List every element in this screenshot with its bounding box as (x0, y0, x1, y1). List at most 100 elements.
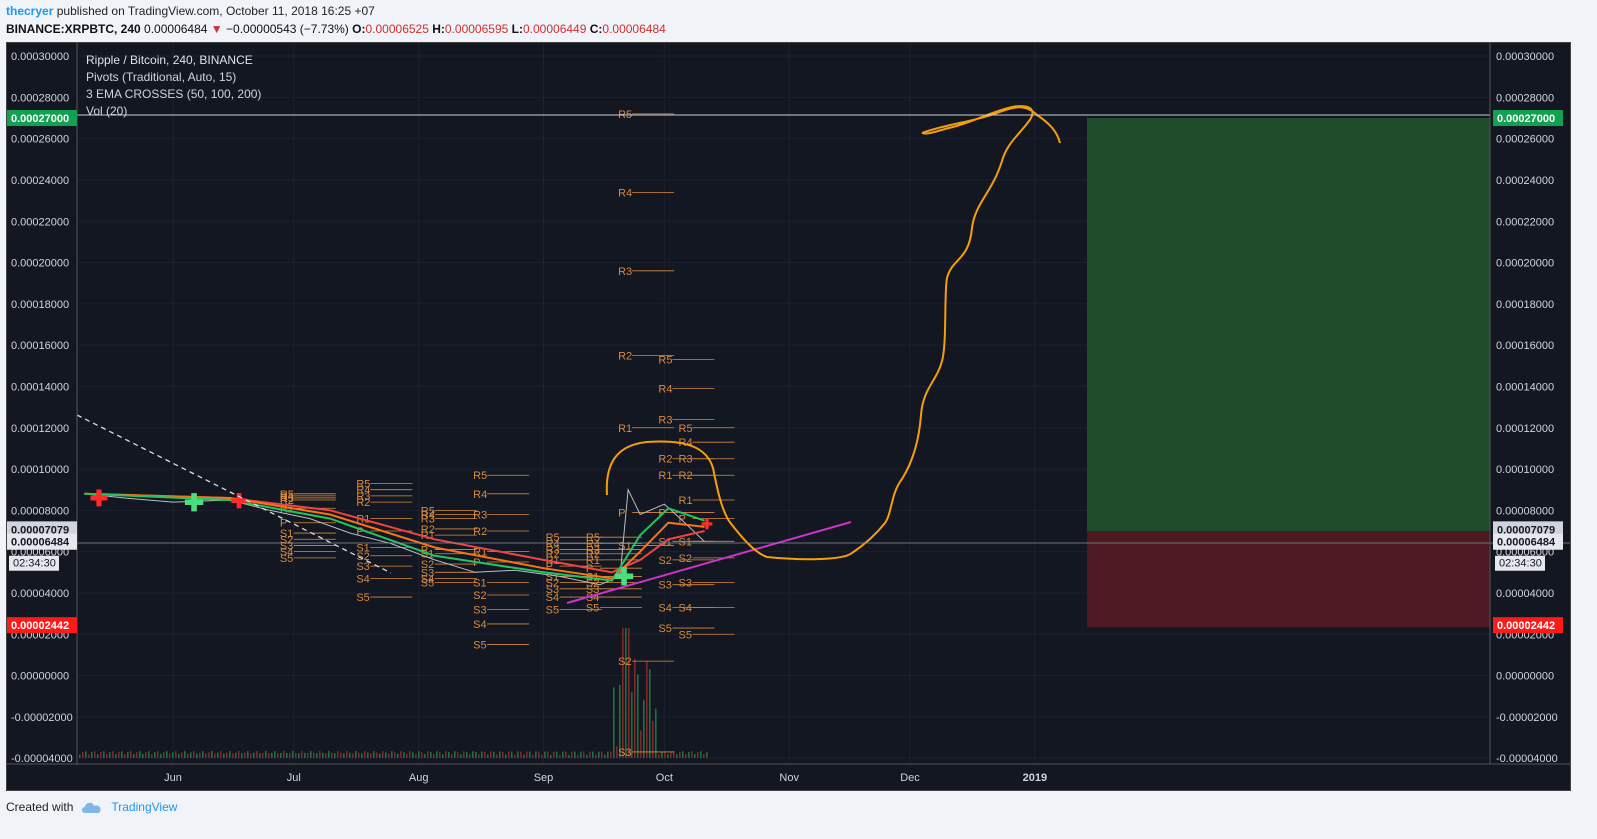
created-with-text: Created with (6, 800, 74, 814)
volume-bar (418, 751, 420, 758)
y-tick-label-right: 0.00020000 (1496, 258, 1554, 270)
publish-text: published on TradingView.com, October 11… (56, 4, 375, 18)
volume-bar (547, 751, 549, 758)
y-tick-label-right: 0.00026000 (1496, 134, 1554, 146)
buy-cross-icon: ✚ (614, 564, 634, 591)
ema-50-line (84, 492, 705, 582)
volume-bar (439, 752, 441, 758)
pivot-label: R4 (421, 509, 435, 521)
volume-bar (295, 752, 297, 758)
volume-bar (130, 751, 132, 758)
pivot-label: S4 (658, 602, 671, 614)
volume-bar (184, 751, 186, 758)
volume-bar (337, 751, 339, 758)
last-price-tag-bg (1493, 533, 1563, 550)
chart-panel[interactable]: R5 R4 R3 R2 R1 P S1 S2 S3 S4 S5 R5 R4 R3 R2 R1 P S1 S2 S3 S4… (6, 42, 1571, 791)
volume-bar (340, 752, 342, 758)
volume-bar (376, 752, 378, 758)
volume-bar (334, 753, 336, 758)
pivot-label: R2 (679, 470, 693, 482)
volume-bar (607, 751, 609, 758)
volume-bar (313, 752, 315, 758)
volume-bar (238, 751, 240, 758)
tradingview-link[interactable]: TradingView (111, 800, 178, 814)
volume-bar (112, 751, 114, 758)
pivot-label: R1 (586, 555, 600, 567)
x-tick-label: Dec (900, 772, 920, 784)
volume-bar (499, 751, 501, 758)
volume-bar (667, 754, 669, 758)
volume-bar (544, 751, 546, 758)
volume-bar (190, 752, 192, 758)
pivot-label: S2 (546, 578, 559, 590)
volume-bar (163, 752, 165, 758)
chart-canvas[interactable]: R5R4R3R2R1PS1S2S3S4S5R5R4R3R2R1PS1S2S3S4… (7, 43, 1570, 790)
volume-bar (202, 751, 204, 758)
volume-bar (343, 753, 345, 758)
volume-bar (286, 753, 288, 758)
volume-bar (226, 752, 228, 758)
pivot-label: R3 (618, 266, 632, 278)
volume-bar (634, 658, 636, 758)
y-tick-label-left: 0.00016000 (11, 340, 69, 352)
volume-bar (502, 751, 504, 758)
volume-bar (100, 751, 102, 758)
volume-bar (259, 753, 261, 758)
y-tick-label-right: 0.00028000 (1496, 92, 1554, 104)
last-price-tag: 0.00006484 (1497, 537, 1556, 549)
volume-bar (664, 751, 666, 758)
volume-bar (424, 753, 426, 758)
pivot-label: S3 (546, 584, 559, 596)
pivot-label: S4 (356, 573, 369, 585)
volume-bar (574, 751, 576, 758)
cross-markers: ✚ ✚ ✚ ✚ ✚ (90, 486, 713, 591)
volume-bar (427, 751, 429, 758)
projection-drawing (605, 105, 1061, 561)
volume-bar (301, 751, 303, 758)
volume-bar (244, 752, 246, 758)
pivot-label: R1 (658, 470, 672, 482)
volume-bar (346, 751, 348, 758)
volume-bar (127, 752, 129, 758)
volume-bar (541, 754, 543, 758)
chart-legend: Ripple / Bitcoin, 240, BINANCE Pivots (T… (86, 53, 261, 118)
volume-bar (373, 751, 375, 758)
volume-bar (505, 754, 507, 758)
volume-bar (79, 754, 81, 758)
ohlc-bar: BINANCE:XRPBTC, 240 0.00006484 ▼ −0.0000… (6, 22, 666, 36)
volume-bar (115, 754, 117, 758)
volume-bar (592, 751, 594, 758)
volume-bar (601, 751, 603, 758)
volume-bar (598, 751, 600, 758)
volume-bar (175, 751, 177, 758)
pivot-label: S4 (546, 592, 559, 604)
volume-bar (463, 751, 465, 758)
volume-bar (691, 751, 693, 758)
y-tick-label-right: 0.00010000 (1496, 464, 1554, 476)
entry-price-tag: 0.00007079 (1497, 524, 1555, 536)
pivot-label: S4 (679, 602, 692, 614)
y-tick-label-right: 0.00012000 (1496, 423, 1554, 435)
close-label: C: (589, 22, 603, 36)
pivot-label: R4 (546, 538, 560, 550)
volume-bar (580, 751, 582, 758)
volume-bar (268, 753, 270, 758)
volume-bar (274, 751, 276, 758)
entry-price-tag-bg (7, 521, 77, 538)
author-link[interactable]: thecryer (6, 4, 54, 18)
volume-bar (325, 753, 327, 758)
volume-bar (91, 751, 93, 758)
pivot-label: S3 (280, 540, 293, 552)
pivot-label: S3 (421, 567, 434, 579)
y-tick-label-right: 0.00030000 (1496, 51, 1554, 63)
pivot-label: R3 (658, 414, 672, 426)
volume-bar (586, 754, 588, 758)
volume-bar (298, 753, 300, 758)
volume-bar (661, 751, 663, 758)
volume-bar (352, 753, 354, 758)
volume-bar (436, 751, 438, 758)
sell-cross-icon: ✚ (701, 516, 713, 532)
pivot-label: S2 (421, 559, 434, 571)
pivot-label: R3 (421, 514, 435, 526)
volume-bar (694, 754, 696, 758)
